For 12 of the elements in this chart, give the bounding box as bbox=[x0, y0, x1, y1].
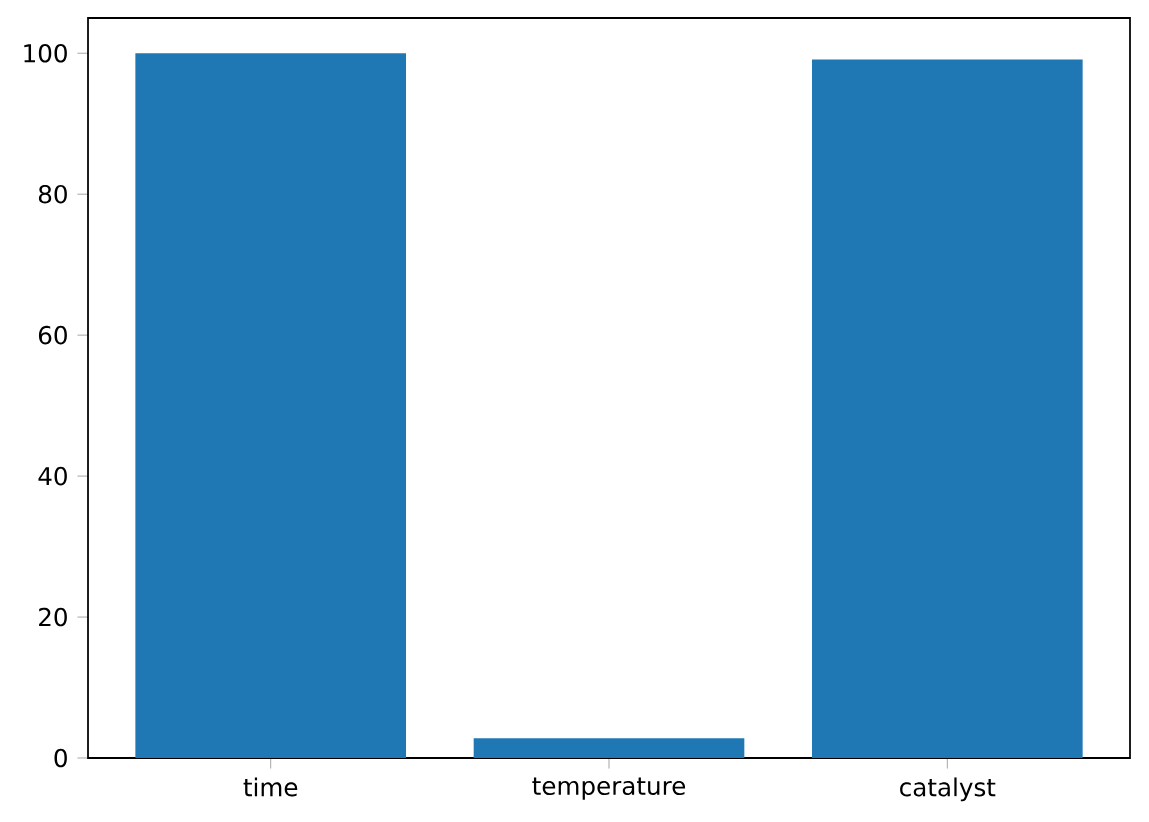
y-tick-label: 0 bbox=[54, 748, 67, 768]
bar bbox=[135, 53, 407, 758]
y-tick-label: 100 bbox=[24, 43, 67, 63]
y-tick-label: 40 bbox=[38, 466, 67, 486]
bar bbox=[811, 59, 1083, 758]
x-tick-label: time bbox=[243, 777, 298, 797]
bar bbox=[473, 738, 745, 758]
y-tick-label: 20 bbox=[39, 607, 67, 627]
x-tick-label: catalyst bbox=[900, 777, 996, 802]
y-tick-label: 60 bbox=[38, 325, 67, 345]
y-tick-label: 80 bbox=[38, 184, 67, 204]
x-tick-label: temperature bbox=[532, 777, 686, 800]
